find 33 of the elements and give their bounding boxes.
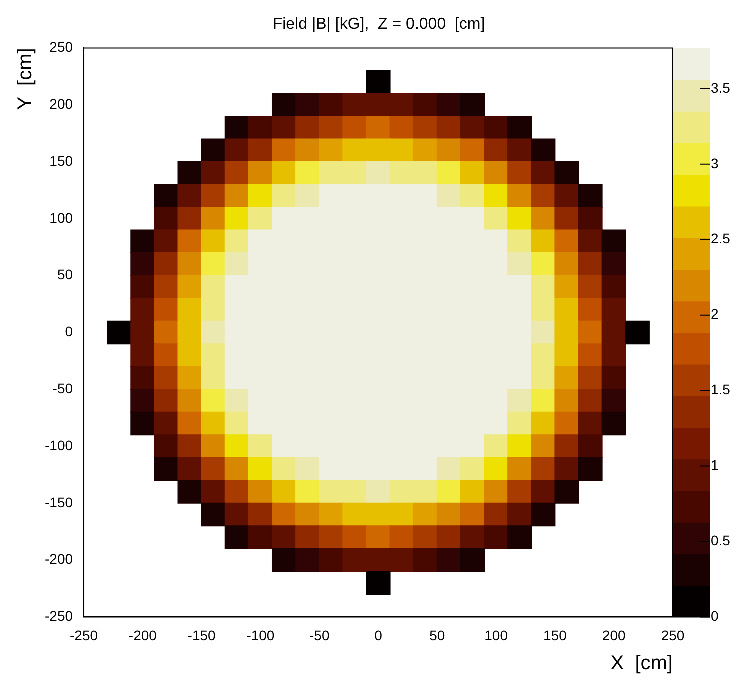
color-bar-label: 0.5: [711, 532, 731, 549]
x-tick-label: -100: [246, 627, 275, 644]
y-tick-label: -100: [44, 437, 74, 454]
color-bar-label: 1.5: [711, 382, 731, 398]
color-bar-label: 3.5: [711, 80, 731, 96]
color-bar-label: 0: [711, 608, 719, 624]
x-tick-label: -150: [188, 627, 216, 644]
y-tick-label: 250: [50, 39, 74, 56]
x-tick-label: 250: [661, 627, 685, 644]
chart-title: Field |B| [kG], Z = 0.000 [cm]: [272, 16, 486, 34]
y-tick-label: 0: [65, 324, 74, 340]
y-tick-label: -200: [44, 551, 74, 568]
y-tick-label: -250: [44, 608, 74, 624]
x-tick-label: -250: [70, 627, 98, 644]
y-tick-label: 200: [50, 96, 74, 112]
y-tick-label: 50: [57, 266, 74, 283]
y-tick-label: -150: [44, 494, 74, 510]
color-bar-label: 2: [711, 306, 719, 322]
color-bar-label: 3: [711, 155, 719, 172]
x-tick-label: 150: [544, 627, 568, 644]
x-tick-label: -200: [128, 627, 158, 644]
y-tick-label: 150: [50, 152, 74, 169]
y-axis-title: Y [cm]: [14, 48, 37, 110]
y-tick-label: -50: [52, 380, 74, 396]
y-tick-label: 100: [50, 210, 74, 226]
x-tick-label: 100: [484, 627, 508, 644]
x-tick-label: 200: [602, 627, 626, 644]
color-bar-label: 1: [711, 457, 719, 474]
color-bar-label: 2.5: [711, 230, 731, 247]
x-tick-label: -50: [309, 627, 330, 644]
x-axis-title: X [cm]: [610, 652, 673, 675]
x-tick-label: 0: [374, 627, 383, 644]
x-tick-label: 50: [430, 627, 446, 644]
